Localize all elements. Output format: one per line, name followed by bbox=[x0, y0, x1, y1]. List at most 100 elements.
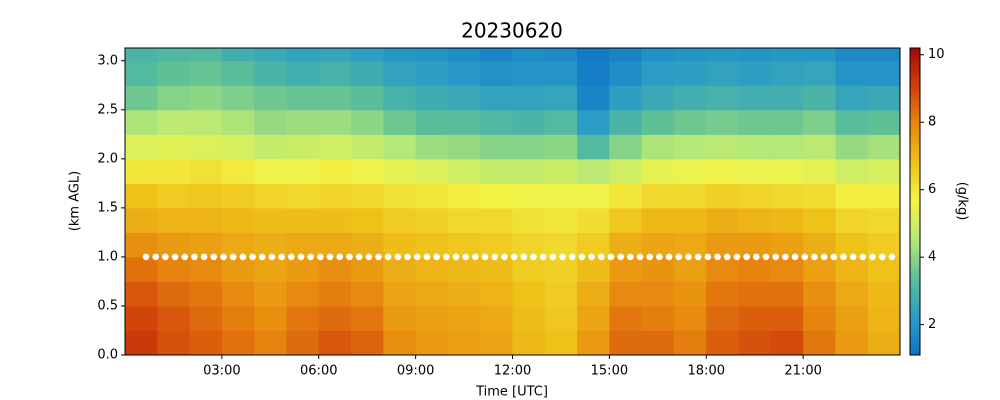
marker bbox=[452, 253, 460, 261]
heatmap-cell bbox=[125, 183, 158, 209]
heatmap-cell bbox=[641, 232, 675, 258]
marker bbox=[878, 253, 886, 261]
heatmap-cell bbox=[577, 60, 610, 86]
heatmap-cell bbox=[221, 60, 255, 86]
heatmap-cell bbox=[157, 207, 191, 233]
marker bbox=[501, 253, 508, 261]
heatmap-cell bbox=[609, 109, 643, 135]
heatmap-cell bbox=[770, 232, 804, 258]
heatmap-cell bbox=[803, 48, 836, 62]
heatmap-cell bbox=[415, 85, 449, 111]
heatmap-cell bbox=[867, 281, 900, 307]
heatmap-cell bbox=[512, 256, 546, 282]
heatmap-cell bbox=[125, 60, 158, 86]
heatmap-cell bbox=[125, 134, 158, 160]
heatmap-cell bbox=[609, 183, 643, 209]
heatmap-cell bbox=[770, 158, 804, 184]
heatmap-cell bbox=[351, 256, 384, 282]
marker bbox=[462, 253, 469, 261]
heatmap bbox=[125, 48, 900, 355]
heatmap-cell bbox=[835, 109, 869, 135]
heatmap-cell bbox=[867, 85, 900, 111]
marker bbox=[268, 253, 276, 261]
marker bbox=[297, 253, 305, 261]
colorbar-tick-label: 10 bbox=[928, 47, 945, 62]
heatmap-cell bbox=[544, 305, 578, 331]
marker bbox=[869, 253, 876, 261]
heatmap-cell bbox=[835, 305, 869, 331]
heatmap-cell bbox=[641, 305, 675, 331]
heatmap-cell bbox=[383, 256, 417, 282]
heatmap-cell bbox=[577, 207, 610, 233]
heatmap-cell bbox=[577, 330, 610, 355]
heatmap-cell bbox=[770, 305, 804, 331]
heatmap-cell bbox=[803, 158, 836, 184]
heatmap-cell bbox=[641, 85, 675, 111]
heatmap-cell bbox=[673, 207, 707, 233]
heatmap-cell bbox=[609, 330, 643, 355]
heatmap-cell bbox=[738, 256, 772, 282]
heatmap-cell bbox=[738, 330, 772, 355]
marker bbox=[568, 253, 576, 261]
heatmap-cell bbox=[383, 60, 417, 86]
heatmap-cell bbox=[609, 256, 643, 282]
heatmap-cell bbox=[803, 60, 836, 86]
heatmap-cell bbox=[867, 330, 900, 355]
heatmap-cell bbox=[254, 134, 287, 160]
heatmap-cell bbox=[544, 48, 578, 62]
heatmap-cell bbox=[383, 330, 417, 355]
heatmap-cell bbox=[221, 281, 255, 307]
heatmap-cell bbox=[447, 207, 481, 233]
heatmap-cell bbox=[480, 183, 513, 209]
x-tick-label: 09:00 bbox=[397, 364, 434, 379]
heatmap-cell bbox=[157, 48, 191, 62]
heatmap-cell bbox=[383, 158, 417, 184]
heatmap-cell bbox=[867, 183, 900, 209]
heatmap-cell bbox=[867, 48, 900, 62]
marker bbox=[685, 253, 692, 261]
heatmap-cell bbox=[254, 60, 287, 86]
heatmap-cell bbox=[189, 256, 223, 282]
marker bbox=[346, 253, 353, 261]
heatmap-cell bbox=[706, 134, 740, 160]
marker bbox=[782, 253, 789, 261]
heatmap-cell bbox=[351, 109, 384, 135]
y-tick-label: 2.5 bbox=[97, 102, 118, 117]
marker bbox=[162, 253, 169, 261]
heatmap-cell bbox=[770, 330, 804, 355]
heatmap-cell bbox=[609, 305, 643, 331]
x-tick-label: 06:00 bbox=[300, 364, 337, 379]
heatmap-cell bbox=[835, 207, 869, 233]
heatmap-cell bbox=[286, 256, 320, 282]
heatmap-cell bbox=[254, 256, 287, 282]
heatmap-cell bbox=[286, 158, 320, 184]
heatmap-cell bbox=[803, 109, 836, 135]
heatmap-cell bbox=[254, 281, 287, 307]
heatmap-cell bbox=[512, 207, 546, 233]
heatmap-cell bbox=[803, 256, 836, 282]
heatmap-cell bbox=[544, 60, 578, 86]
heatmap-cell bbox=[706, 158, 740, 184]
heatmap-cell bbox=[125, 232, 158, 258]
heatmap-cell bbox=[286, 85, 320, 111]
heatmap-cell bbox=[221, 109, 255, 135]
heatmap-cell bbox=[125, 207, 158, 233]
heatmap-cell bbox=[286, 330, 320, 355]
heatmap-cell bbox=[383, 207, 417, 233]
marker bbox=[152, 253, 159, 261]
marker bbox=[753, 253, 760, 261]
marker bbox=[423, 253, 431, 261]
x-tick-label: 21:00 bbox=[784, 364, 821, 379]
marker bbox=[443, 253, 450, 261]
heatmap-cell bbox=[318, 134, 352, 160]
heatmap-cell bbox=[415, 60, 449, 86]
heatmap-cell bbox=[641, 48, 675, 62]
heatmap-cell bbox=[447, 109, 481, 135]
heatmap-cell bbox=[286, 183, 320, 209]
marker bbox=[191, 253, 198, 261]
x-tick-label: 03:00 bbox=[203, 364, 240, 379]
marker bbox=[578, 253, 586, 261]
heatmap-cell bbox=[706, 281, 740, 307]
heatmap-cell bbox=[544, 109, 578, 135]
heatmap-cell bbox=[351, 305, 384, 331]
